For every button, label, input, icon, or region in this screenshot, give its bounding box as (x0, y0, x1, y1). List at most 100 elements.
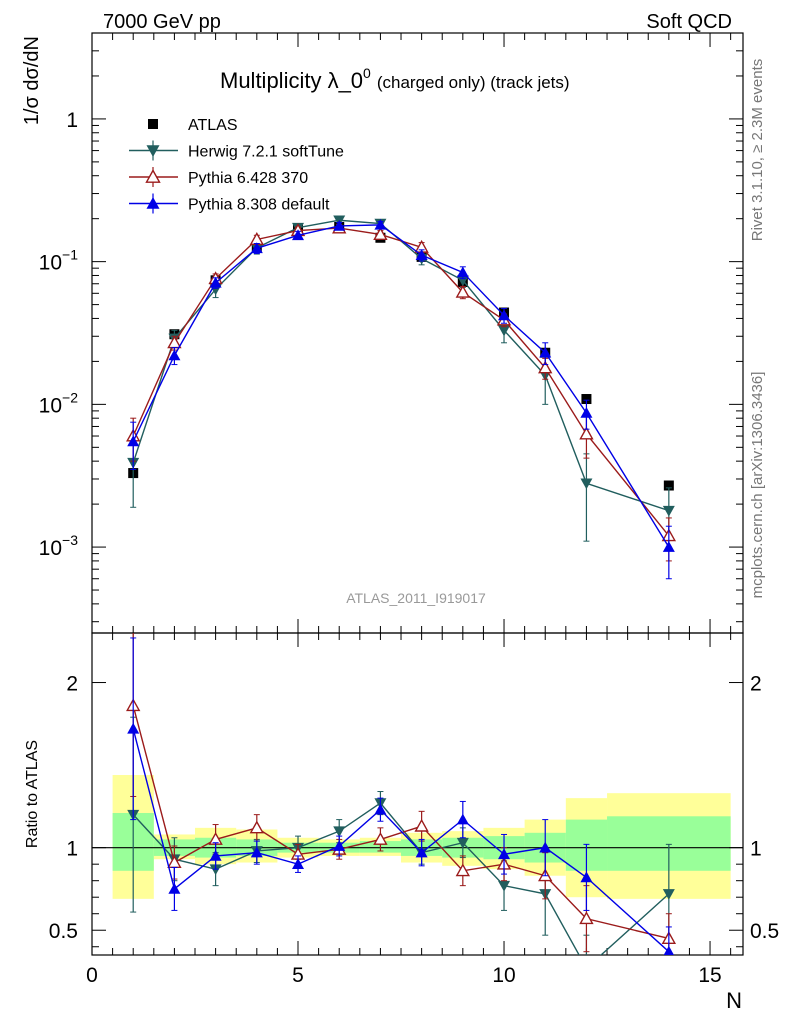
ratio-series-pythia-6-428-370 (126, 633, 677, 955)
ratio-data-point (539, 841, 552, 853)
ratio-ytick-label-right: 2 (750, 673, 762, 696)
ratio-data-point (456, 813, 469, 825)
series-herwig-7-2-1-softtune (127, 215, 675, 548)
ratio-data-point (455, 863, 471, 877)
ratio-plot-area (126, 633, 677, 974)
main-ytick-label-mantissa: 1 (66, 109, 78, 132)
side-rivet-label: Rivet 3.1.10, ≥ 2.3M events (749, 59, 766, 242)
legend-marker (145, 169, 161, 183)
series-atlas (128, 221, 674, 491)
chart-title: Multiplicity λ_00 (charged only) (track j… (220, 65, 570, 93)
data-point (498, 309, 511, 321)
legend-item-herwig-7-2-1-softtune: Herwig 7.2.1 softTune (129, 140, 344, 161)
main-ytick-label-mantissa: 10 (39, 537, 62, 560)
legend: ATLAS Herwig 7.2.1 softTune Pythia 6.428 3… (129, 117, 344, 214)
data-point (127, 435, 140, 447)
data-point (456, 266, 469, 278)
xtick-label: 15 (698, 964, 721, 987)
legend-label: Pythia 8.308 default (188, 197, 330, 214)
ratio-ytick-label-right: 1 (750, 838, 762, 861)
data-point (538, 360, 553, 374)
series-pythia-8-308-default (127, 218, 675, 580)
legend-label: Pythia 6.428 370 (188, 170, 308, 187)
legend-marker (148, 119, 158, 129)
data-point (292, 229, 305, 241)
header-left: 7000 GeV pp (103, 11, 221, 33)
ratio-data-point (333, 826, 346, 838)
data-point (663, 480, 674, 491)
ratio-ytick-label-left: 2 (66, 673, 78, 696)
header-right: Soft QCD (646, 11, 732, 33)
ratio-data-point (414, 818, 429, 832)
xlabel: N (726, 988, 742, 1013)
main-ylabel: 1/σ dσ/dN (21, 36, 43, 125)
xtick-label: 5 (292, 964, 304, 987)
ratio-data-point (292, 858, 305, 869)
main-ytick-label-exponent: −2 (62, 389, 78, 405)
ratio-series-pythia-8-308-default (127, 637, 675, 955)
data-point (581, 394, 592, 405)
series-line-herwig-7-2-1-softtune (132, 219, 670, 512)
ratio-ytick-label-left: 1 (66, 838, 78, 861)
ratio-data-point (498, 880, 511, 892)
data-point (580, 406, 593, 418)
ratio-data-point (250, 846, 263, 858)
data-point (374, 218, 387, 230)
main-ytick-label: 10−3 (39, 532, 79, 560)
side-mcplots-label: mcplots.cern.ch [arXiv:1306.3436] (749, 372, 766, 599)
data-point (662, 541, 675, 552)
data-point (168, 349, 181, 361)
legend-marker (146, 145, 160, 157)
data-point (415, 249, 428, 260)
ratio-data-point (249, 820, 264, 834)
xtick-label: 10 (492, 964, 515, 987)
main-panel: 10−310−210−11 (39, 32, 744, 634)
data-point (333, 219, 346, 231)
ratio-data-point (498, 848, 511, 860)
ratio-data-point (415, 846, 428, 858)
data-point (209, 276, 222, 288)
legend-item-pythia-8-308-default: Pythia 8.308 default (129, 193, 330, 214)
ratio-ylabel: Ratio to ATLAS (24, 740, 41, 848)
ratio-data-point (209, 864, 222, 876)
ratio-ytick-label-right: 0.5 (750, 920, 779, 943)
ratio-data-point (579, 911, 594, 925)
ratio-panel: 0.5 0.5 1 1 2 2 0 5 10 15 (49, 632, 779, 987)
data-point (580, 478, 593, 490)
main-ytick-label: 10−2 (39, 389, 79, 417)
main-ytick-label: 1 (66, 109, 78, 132)
main-ytick-label-mantissa: 10 (39, 252, 62, 275)
main-ytick-label-exponent: −3 (62, 532, 78, 548)
ratio-data-point (209, 849, 222, 861)
data-point (579, 426, 594, 440)
legend-label: ATLAS (188, 117, 238, 134)
ratio-data-point (663, 945, 675, 955)
ratio-frame (91, 632, 744, 956)
main-ytick-label: 10−1 (39, 247, 79, 275)
ratio-data-point (168, 882, 181, 894)
legend-marker (146, 197, 160, 209)
ratio-data-point (374, 803, 387, 815)
main-ytick-label-exponent: −1 (62, 247, 78, 263)
main-plot-area (126, 215, 677, 580)
ratio-data-point (333, 840, 346, 851)
ratio-data-point (580, 963, 592, 974)
xtick-label: 0 (86, 964, 98, 987)
ratio-data-point (456, 837, 469, 849)
ratio-data-point (127, 722, 140, 734)
main-ytick-label-mantissa: 10 (39, 394, 62, 417)
ratio-data-point (373, 831, 388, 845)
analysis-label: ATLAS_2011_I919017 (346, 590, 486, 606)
data-point (662, 505, 675, 517)
series-line-pythia-8-308-default (132, 224, 670, 548)
ratio-data-point (580, 871, 593, 883)
legend-item-pythia-6-428-370: Pythia 6.428 370 (129, 167, 308, 187)
data-point (539, 346, 552, 358)
data-point (455, 284, 471, 298)
ratio-ytick-label-left: 0.5 (49, 920, 78, 943)
data-point (498, 325, 511, 337)
data-point (373, 227, 388, 240)
legend-label: Herwig 7.2.1 softTune (188, 144, 344, 161)
data-point (250, 242, 263, 254)
